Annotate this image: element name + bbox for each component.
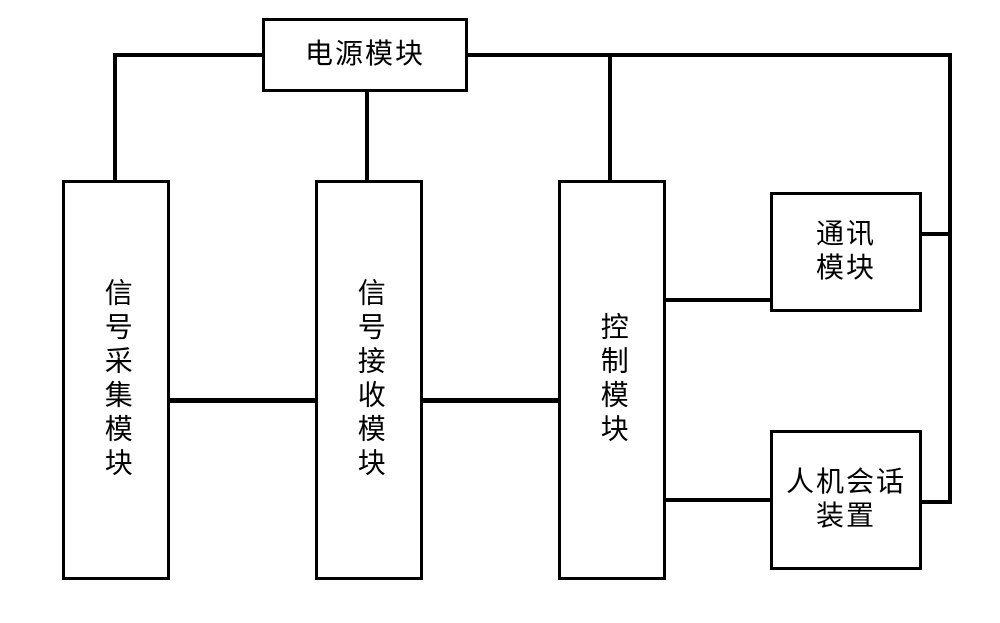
edge-power-control-h <box>466 53 612 57</box>
edge-control-hmi-h <box>664 498 772 502</box>
edge-top-right-h <box>608 53 952 57</box>
node-hmi-label: 人机会话装置 <box>786 466 906 533</box>
node-acquire-label: 信号采集模块 <box>99 278 133 482</box>
node-comm-label: 通讯模块 <box>806 218 886 285</box>
node-receive-label: 信号接收模块 <box>352 278 386 482</box>
node-hmi: 人机会话装置 <box>770 430 922 570</box>
node-receive: 信号接收模块 <box>315 180 423 580</box>
edge-power-control-v <box>608 53 612 182</box>
edge-right-trunk-v <box>948 53 952 504</box>
node-power: 电源模块 <box>262 18 468 92</box>
edge-power-acquire-v <box>113 53 117 182</box>
node-acquire: 信号采集模块 <box>62 180 170 580</box>
edge-trunk-hmi-h <box>920 500 952 504</box>
edge-power-acquire-h <box>113 53 264 57</box>
node-comm: 通讯模块 <box>770 192 922 312</box>
diagram-canvas: 电源模块 信号采集模块 信号接收模块 控制模块 通讯模块 人机会话装置 <box>0 0 1000 623</box>
edge-trunk-comm-h <box>920 232 952 236</box>
edge-power-receive-v <box>365 90 369 182</box>
node-power-label: 电源模块 <box>305 38 425 72</box>
edge-control-comm-h <box>664 298 772 302</box>
node-control: 控制模块 <box>558 180 666 580</box>
node-control-label: 控制模块 <box>595 312 629 448</box>
edge-acquire-receive-h <box>168 398 317 403</box>
edge-receive-control-h <box>421 398 560 403</box>
